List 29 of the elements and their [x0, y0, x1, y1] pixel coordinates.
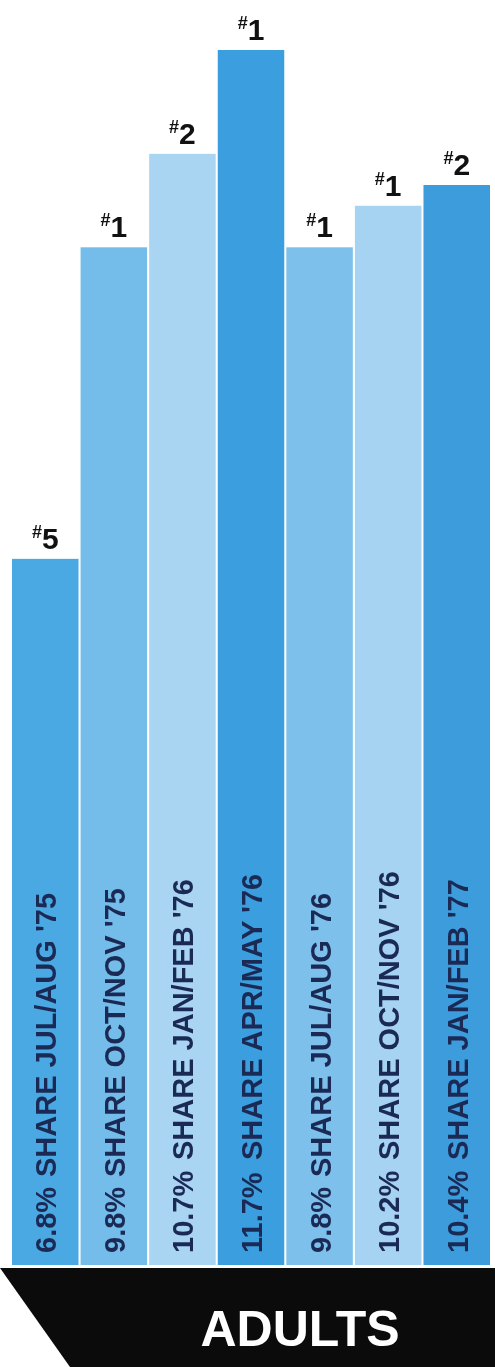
x-tick-label: SHARE JUL/AUG '75 [30, 892, 63, 1177]
annotation: $^{#}$1 [306, 210, 333, 244]
x-tick-label: SHARE JUL/AUG '76 [304, 892, 337, 1177]
annotation: $^{#}$5 [31, 521, 59, 555]
annotation: $^{#}$1 [237, 13, 265, 46]
x-tick-label: SHARE OCT/NOV '76 [373, 871, 406, 1160]
bar [354, 205, 422, 1265]
annotation: $^{#}$1 [100, 210, 128, 244]
data-label: 10.2% [373, 1170, 406, 1253]
bar [217, 50, 285, 1265]
bar [286, 247, 353, 1265]
data-label: 6.8% [30, 1186, 63, 1253]
data-label: 11.7% [236, 1172, 268, 1253]
annotation: $^{#}$2 [443, 148, 471, 181]
bar [423, 185, 490, 1265]
x-tick-label: SHARE APR/MAY '76 [236, 873, 268, 1160]
data-label: 9.8% [98, 1186, 131, 1253]
data-label: 10.4% [441, 1170, 474, 1253]
x-tick-label: SHARE OCT/NOV '75 [98, 888, 131, 1177]
annotation: $^{#}$1 [374, 168, 402, 202]
bar [80, 247, 148, 1265]
x-tick-label: SHARE JAN/FEB '77 [441, 879, 474, 1160]
text: ADULTS [200, 1301, 400, 1357]
x-tick-label: SHARE JAN/FEB '76 [167, 879, 200, 1160]
bar [12, 558, 79, 1265]
annotation: $^{#}$2 [169, 116, 196, 150]
bar [149, 153, 216, 1265]
data-label: 9.8% [304, 1186, 337, 1253]
data-label: 10.7% [167, 1170, 200, 1253]
